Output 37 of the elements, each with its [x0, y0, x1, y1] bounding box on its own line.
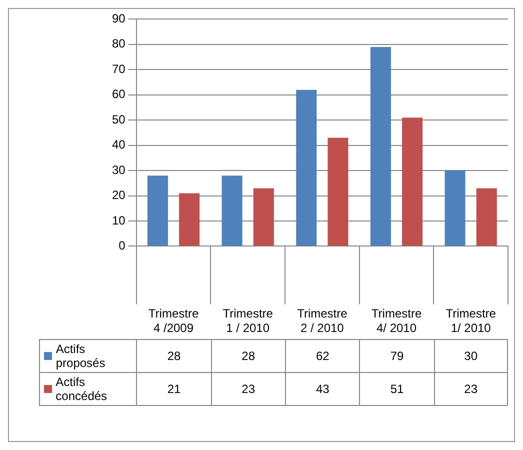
bar: [222, 176, 242, 246]
x-tick-label: Trimestre 2 / 2010: [297, 306, 348, 336]
x-tick-label: Trimestre 4/ 2010: [371, 306, 422, 336]
data-label: 62: [285, 340, 360, 372]
legend-label: Actifs proposés: [56, 342, 106, 370]
bar: [328, 138, 348, 246]
x-tick-label: Trimestre 1/ 2010: [446, 306, 496, 336]
data-label: 43: [285, 373, 360, 405]
data-label: 79: [359, 340, 434, 372]
data-label: 28: [136, 340, 211, 372]
data-label: 30: [434, 340, 508, 372]
data-label: 21: [136, 373, 211, 405]
y-tick-label: 90: [112, 12, 126, 26]
bar: [476, 188, 497, 246]
x-tick-label: Trimestre 1 / 2010: [222, 306, 274, 336]
data-label: 23: [434, 373, 508, 405]
bar: [444, 170, 466, 246]
bar: [147, 176, 168, 246]
x-tick-label: Trimestre 4 /2009: [148, 306, 199, 336]
legend-label: Actifs concédés: [56, 375, 108, 403]
data-label: 51: [359, 373, 434, 405]
y-tick-label: 40: [112, 138, 126, 152]
data-label: 28: [210, 340, 285, 372]
data-label: 23: [210, 373, 285, 405]
y-tick-label: 50: [112, 112, 126, 126]
y-tick-label: 30: [112, 162, 126, 177]
bar: [370, 46, 391, 246]
bar: [253, 188, 274, 246]
bar: [402, 118, 423, 246]
bar: [296, 90, 317, 246]
y-tick-label: 70: [112, 62, 126, 76]
y-tick-label: 60: [112, 87, 126, 102]
y-tick-label: 0: [118, 238, 126, 253]
bar: [179, 193, 200, 246]
y-tick-label: 20: [112, 188, 126, 202]
y-tick-label: 80: [112, 36, 126, 51]
y-tick-label: 10: [112, 213, 126, 228]
